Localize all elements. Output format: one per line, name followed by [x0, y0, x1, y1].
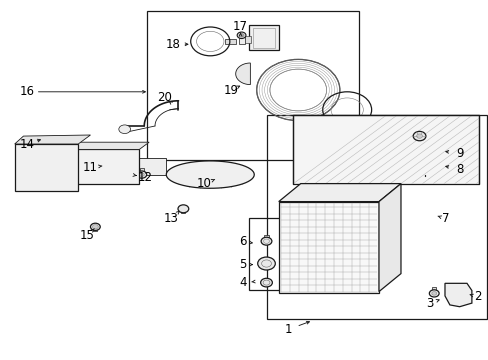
Polygon shape	[444, 283, 471, 307]
Bar	[245, 36, 251, 43]
Bar	[249, 25, 278, 50]
Text: 19: 19	[224, 84, 238, 96]
Bar	[266, 115, 486, 319]
Polygon shape	[166, 161, 254, 188]
Bar	[238, 37, 245, 44]
Circle shape	[257, 257, 275, 270]
Bar	[146, 11, 359, 160]
Text: 18: 18	[166, 38, 181, 51]
Text: 11: 11	[83, 161, 98, 174]
Circle shape	[139, 173, 144, 176]
Circle shape	[137, 171, 146, 178]
Text: 16: 16	[20, 85, 34, 98]
Bar	[140, 168, 143, 172]
Text: 12: 12	[137, 171, 152, 184]
Text: 4: 4	[239, 276, 246, 289]
Text: 1: 1	[284, 323, 292, 336]
Circle shape	[260, 278, 272, 287]
Text: 14: 14	[20, 138, 34, 150]
Bar	[65, 154, 133, 179]
Circle shape	[239, 33, 244, 37]
Bar	[139, 158, 166, 175]
Text: 5: 5	[239, 258, 246, 271]
Circle shape	[412, 131, 425, 141]
Bar	[417, 167, 430, 175]
Polygon shape	[293, 115, 478, 184]
Polygon shape	[15, 144, 78, 191]
Bar	[410, 148, 439, 169]
Polygon shape	[235, 63, 250, 85]
Bar	[71, 157, 128, 176]
Text: 17: 17	[233, 21, 247, 33]
Polygon shape	[278, 184, 400, 202]
Text: 7: 7	[441, 212, 449, 225]
Circle shape	[261, 237, 271, 245]
Polygon shape	[15, 135, 90, 144]
Text: 15: 15	[80, 229, 94, 242]
Bar	[278, 202, 378, 293]
Bar	[181, 209, 185, 213]
Bar	[431, 287, 435, 291]
Circle shape	[237, 32, 245, 39]
Bar	[253, 28, 274, 48]
Circle shape	[431, 292, 436, 295]
Circle shape	[178, 205, 188, 213]
Text: 13: 13	[163, 212, 178, 225]
Circle shape	[428, 290, 438, 297]
Text: 3: 3	[426, 297, 433, 310]
Text: 8: 8	[455, 163, 463, 176]
Circle shape	[90, 223, 100, 230]
Bar	[93, 227, 97, 231]
Circle shape	[75, 164, 83, 171]
Bar	[224, 39, 235, 44]
Polygon shape	[378, 184, 400, 292]
Circle shape	[119, 125, 130, 134]
Text: 10: 10	[197, 177, 211, 190]
Text: 9: 9	[455, 147, 463, 159]
Bar	[264, 235, 268, 238]
Text: 6: 6	[239, 235, 246, 248]
Circle shape	[92, 225, 98, 229]
Polygon shape	[56, 142, 149, 149]
Text: 20: 20	[157, 91, 171, 104]
Polygon shape	[56, 149, 139, 184]
Text: 2: 2	[473, 291, 481, 303]
Circle shape	[416, 134, 422, 138]
Bar	[249, 218, 303, 290]
